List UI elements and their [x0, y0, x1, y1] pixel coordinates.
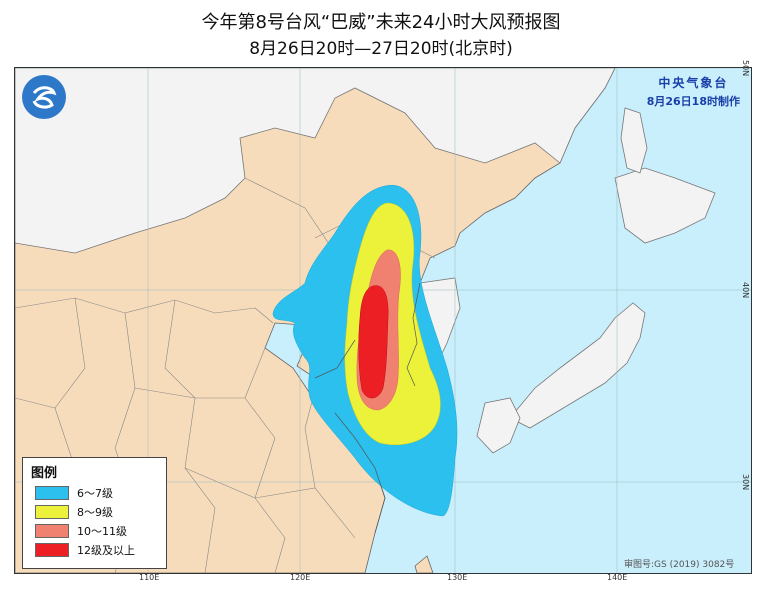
coastline-overlay [314, 282, 421, 534]
japan-honshu [509, 302, 646, 429]
map-canvas [15, 68, 751, 573]
lon-label-110: 110E [139, 573, 160, 582]
map-title: 今年第8号台风“巴威”未来24小时大风预报图 [201, 12, 561, 33]
lat-label-40: 40N [741, 282, 750, 299]
legend: 图例 6～7级 8～9级 10～11级 12级及以上 [22, 457, 167, 569]
issuer-org: 中央气象台 [658, 76, 729, 90]
japan-kyushu [476, 397, 521, 454]
lat-label-50: 50N [741, 60, 750, 77]
issuer-block: 中央气象台 8月26日18时制作 [647, 74, 740, 109]
legend-label: 8～9级 [77, 506, 113, 519]
taiwan [414, 555, 434, 573]
lon-label-120: 120E [290, 573, 311, 582]
legend-swatch [35, 543, 69, 557]
legend-item-10-11: 10～11级 [35, 524, 165, 538]
wind-zone-12-plus [358, 285, 389, 399]
map-approval-number: 审图号:GS (2019) 3082号 [624, 560, 735, 570]
japan-hokkaido [614, 167, 716, 244]
legend-label: 12级及以上 [77, 544, 135, 557]
lat-label-30: 30N [741, 474, 750, 491]
lon-label-130: 130E [447, 573, 468, 582]
legend-swatch [35, 505, 69, 519]
legend-label: 6～7级 [77, 487, 113, 500]
sakhalin [620, 107, 648, 174]
legend-swatch [35, 524, 69, 538]
issuer-date: 8月26日18时制作 [646, 95, 740, 108]
legend-title: 图例 [31, 466, 58, 481]
forecast-map [14, 67, 752, 574]
cma-logo-icon [22, 75, 66, 119]
russia-north [15, 68, 616, 254]
legend-swatch [35, 486, 69, 500]
legend-item-12-plus: 12级及以上 [35, 543, 165, 557]
legend-item-8-9: 8～9级 [35, 505, 165, 519]
lon-label-140: 140E [607, 573, 628, 582]
map-subtitle: 8月26日20时—27日20时(北京时) [249, 39, 513, 59]
legend-item-6-7: 6～7级 [35, 486, 165, 500]
legend-label: 10～11级 [77, 525, 127, 538]
